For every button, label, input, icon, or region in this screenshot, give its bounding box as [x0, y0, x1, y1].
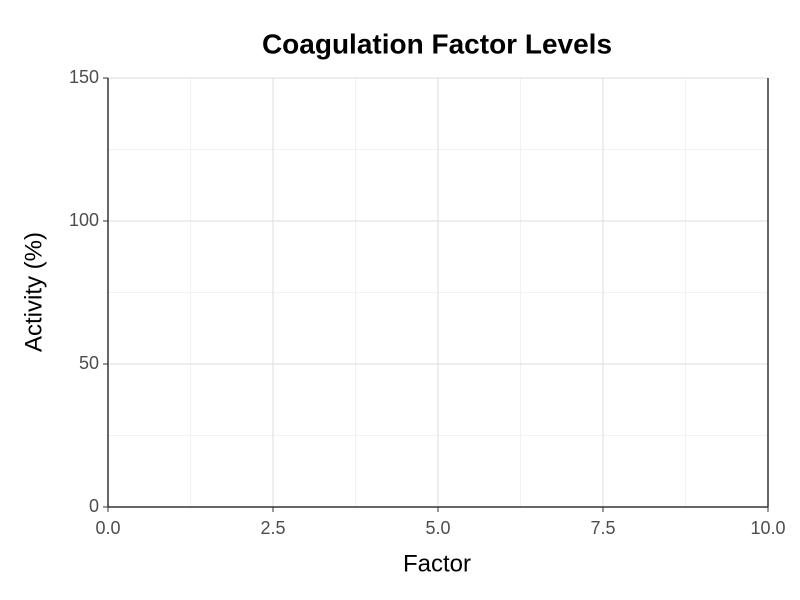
y-tick-label: 50: [79, 353, 99, 373]
x-tick-label: 7.5: [590, 518, 615, 538]
chart-title: Coagulation Factor Levels: [262, 28, 612, 59]
y-tick-label: 150: [69, 67, 99, 87]
x-tick-label: 2.5: [260, 518, 285, 538]
x-tick-label: 5.0: [425, 518, 450, 538]
x-tick-label: 0.0: [95, 518, 120, 538]
x-tick-label: 10.0: [750, 518, 785, 538]
y-tick-label: 100: [69, 210, 99, 230]
x-axis-title: Factor: [403, 550, 471, 577]
y-tick-label: 0: [89, 496, 99, 516]
y-axis-title: Activity (%): [20, 232, 47, 352]
